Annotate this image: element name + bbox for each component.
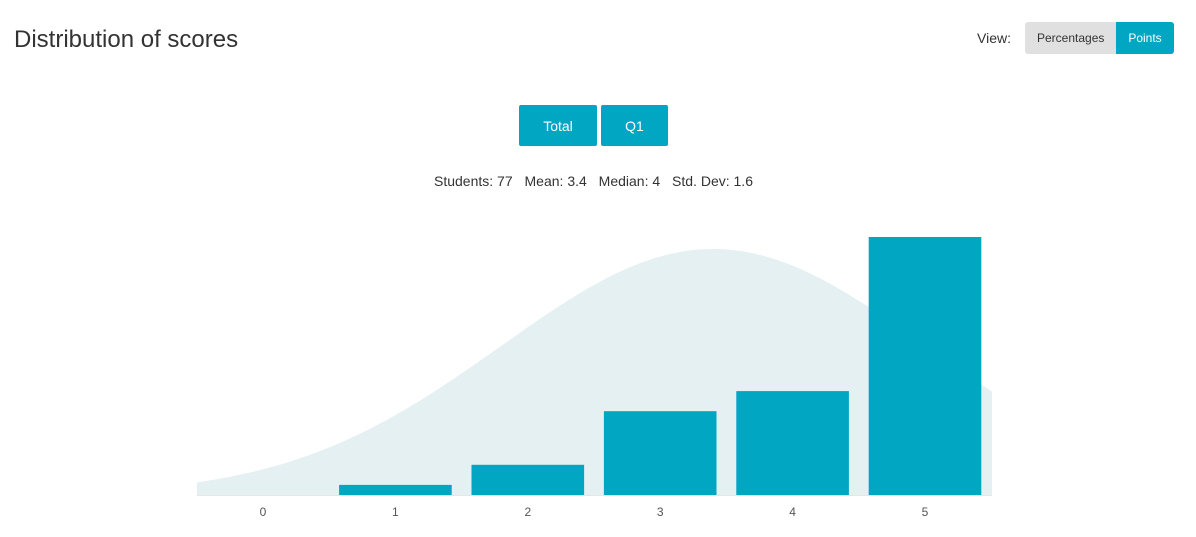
bar-score-4[interactable]	[736, 391, 849, 495]
x-tick-label: 2	[524, 505, 531, 519]
question-tabs: Total Q1	[519, 105, 668, 146]
summary-stats: Students: 77 Mean: 3.4 Median: 4 Std. De…	[0, 173, 1187, 189]
x-tick-label: 5	[922, 505, 929, 519]
view-toggle: Percentages Points	[1025, 22, 1174, 54]
bar-score-3[interactable]	[603, 411, 717, 495]
bar-score-1[interactable]	[339, 484, 452, 495]
view-switch: View: Percentages Points	[977, 22, 1174, 54]
bar-score-5[interactable]	[868, 237, 982, 495]
stat-students: Students: 77	[434, 173, 513, 189]
x-tick-label: 3	[657, 505, 664, 519]
stat-median: Median: 4	[598, 173, 661, 189]
x-tick-label: 0	[260, 505, 267, 519]
view-label: View:	[977, 30, 1011, 46]
stat-stddev: Std. Dev: 1.6	[672, 173, 753, 189]
tab-total[interactable]: Total	[519, 105, 597, 146]
stat-mean: Mean: 3.4	[524, 173, 587, 189]
view-points-button[interactable]: Points	[1116, 22, 1174, 54]
page-title: Distribution of scores	[14, 26, 239, 53]
view-percentages-button[interactable]: Percentages	[1025, 22, 1116, 54]
x-tick-label: 1	[392, 505, 399, 519]
x-tick-label: 4	[789, 505, 796, 519]
bar-score-2[interactable]	[471, 464, 585, 495]
tab-q1[interactable]: Q1	[601, 105, 668, 146]
